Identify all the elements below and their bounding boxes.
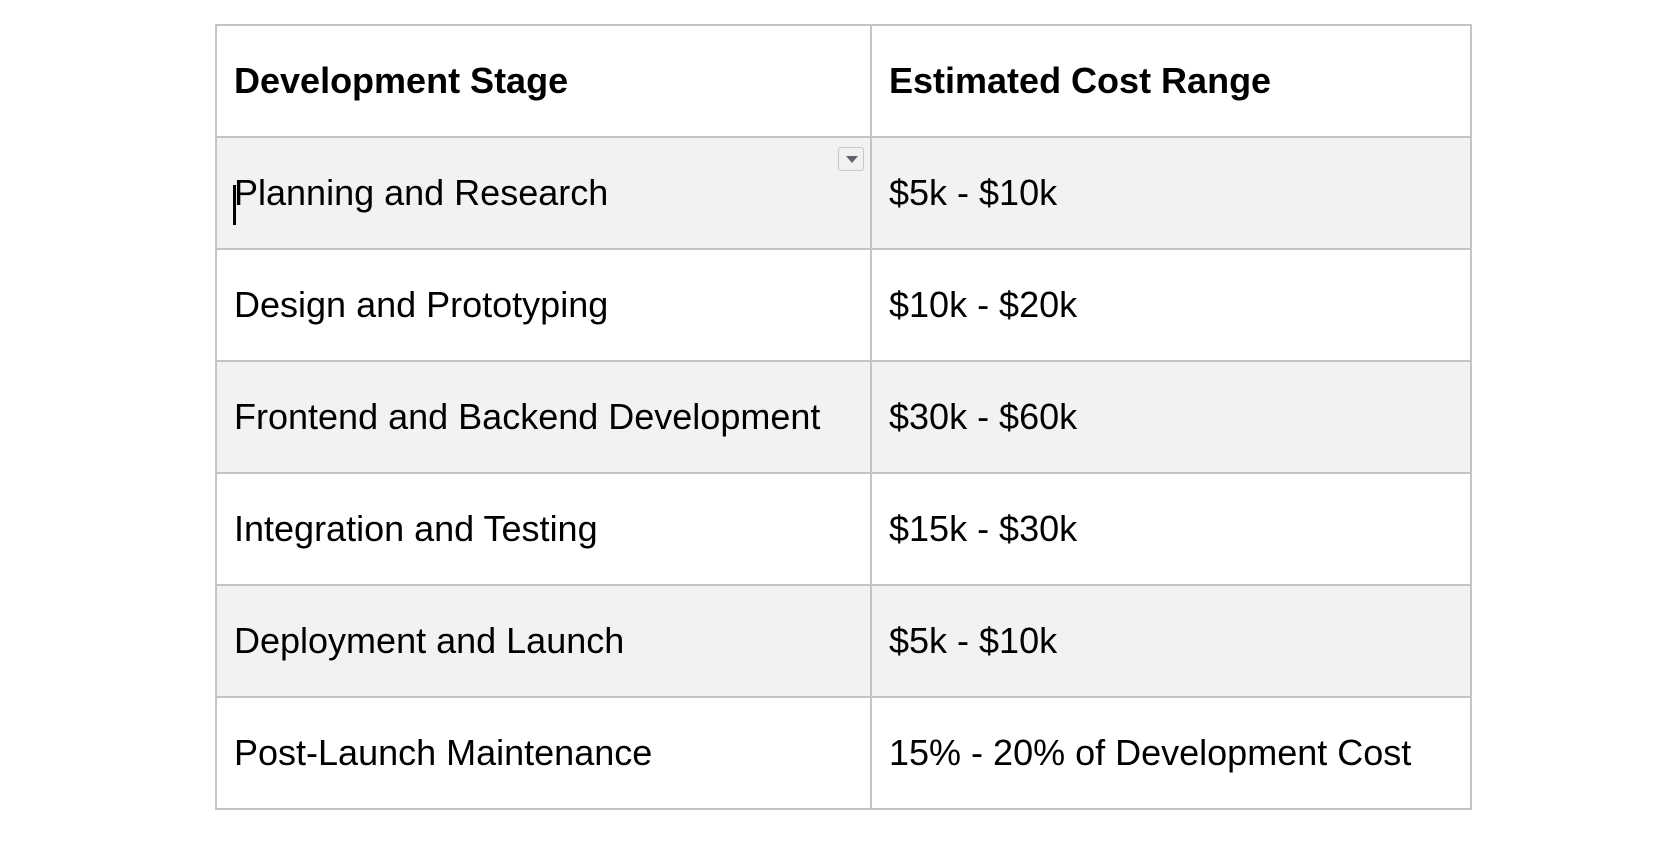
table-row: Integration and Testing $15k - $30k [215,472,1472,586]
stage-cell[interactable]: Frontend and Backend Development [215,360,872,474]
cost-cell[interactable]: $15k - $30k [870,472,1472,586]
table-header-row: Development Stage Estimated Cost Range [215,24,1472,138]
stage-cell[interactable]: Design and Prototyping [215,248,872,362]
cost-cell[interactable]: 15% - 20% of Development Cost [870,696,1472,810]
cost-table: Development Stage Estimated Cost Range P… [215,24,1472,810]
header-estimated-cost-range[interactable]: Estimated Cost Range [870,24,1472,138]
stage-cell[interactable]: Post-Launch Maintenance [215,696,872,810]
table-row: Deployment and Launch $5k - $10k [215,584,1472,698]
cost-cell[interactable]: $30k - $60k [870,360,1472,474]
cost-cell[interactable]: $5k - $10k [870,584,1472,698]
cost-cell[interactable]: $10k - $20k [870,248,1472,362]
table-row: Design and Prototyping $10k - $20k [215,248,1472,362]
chevron-down-icon [846,156,858,163]
table-row: Post-Launch Maintenance 15% - 20% of Dev… [215,696,1472,810]
stage-cell[interactable]: Integration and Testing [215,472,872,586]
stage-cell[interactable]: Planning and Research [215,136,872,250]
stage-cell[interactable]: Deployment and Launch [215,584,872,698]
table-row: Frontend and Backend Development $30k - … [215,360,1472,474]
header-development-stage[interactable]: Development Stage [215,24,872,138]
table-row: Planning and Research $5k - $10k [215,136,1472,250]
cell-dropdown-button[interactable] [838,147,864,171]
cost-cell[interactable]: $5k - $10k [870,136,1472,250]
